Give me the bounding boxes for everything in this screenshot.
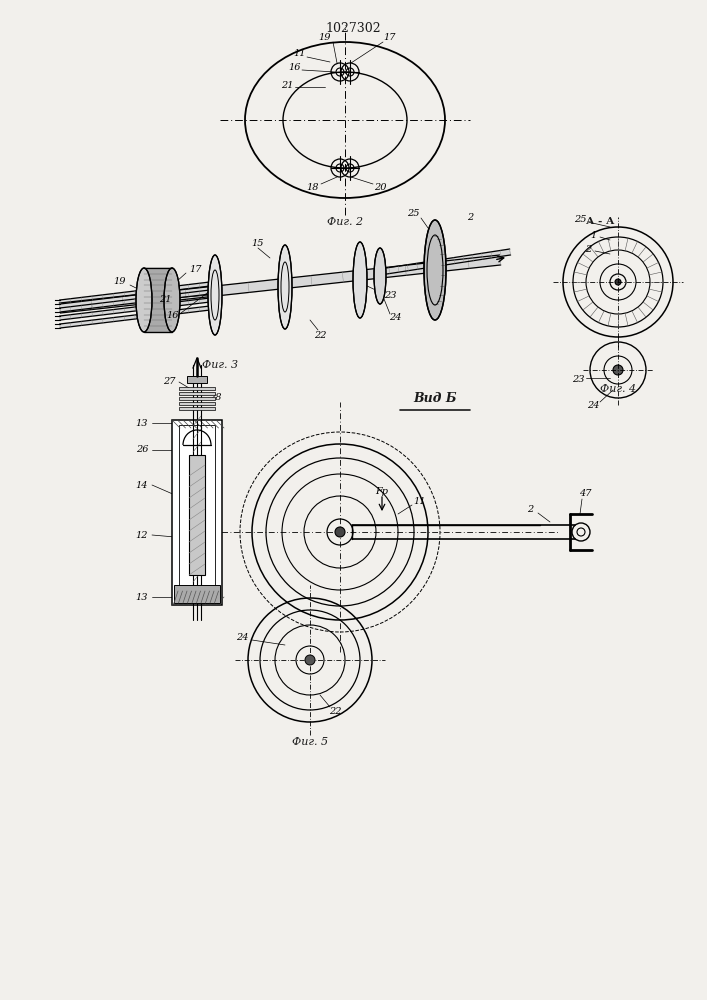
Text: 25: 25: [574, 215, 586, 224]
Text: 1: 1: [279, 260, 285, 269]
Polygon shape: [60, 306, 210, 328]
Text: 16: 16: [288, 62, 301, 72]
Text: А - А: А - А: [586, 217, 614, 226]
Text: Фиг. 4: Фиг. 4: [600, 384, 636, 394]
Bar: [179, 386, 215, 390]
Bar: [179, 425, 215, 600]
Text: 14: 14: [136, 481, 148, 489]
Text: 22: 22: [314, 330, 326, 340]
Text: 25: 25: [407, 209, 419, 218]
Text: Фиг. 2: Фиг. 2: [327, 217, 363, 227]
Ellipse shape: [353, 242, 367, 318]
Polygon shape: [60, 298, 210, 320]
Ellipse shape: [424, 220, 446, 320]
Text: Фиг. 5: Фиг. 5: [292, 737, 328, 747]
Bar: [179, 406, 215, 410]
Bar: [172, 420, 222, 605]
Bar: [189, 455, 205, 575]
Text: 19: 19: [114, 277, 127, 286]
Text: 2: 2: [467, 214, 473, 223]
Text: 11: 11: [414, 497, 426, 506]
Text: 47: 47: [579, 489, 591, 498]
Polygon shape: [144, 268, 172, 332]
Text: Фиг. 3: Фиг. 3: [202, 360, 238, 370]
Text: 24: 24: [389, 314, 402, 322]
Text: Fp: Fp: [375, 488, 389, 496]
Bar: [179, 396, 215, 400]
Text: 18: 18: [307, 184, 320, 192]
Text: 24: 24: [587, 400, 600, 410]
Text: 27: 27: [163, 377, 175, 386]
Ellipse shape: [278, 245, 292, 329]
Ellipse shape: [208, 255, 222, 335]
Text: 2: 2: [527, 506, 533, 514]
Text: 16: 16: [167, 310, 180, 320]
Bar: [179, 391, 215, 395]
Text: 21: 21: [159, 296, 171, 304]
Ellipse shape: [164, 268, 180, 332]
Text: 17: 17: [384, 33, 396, 42]
Bar: [174, 585, 220, 603]
Text: 2: 2: [585, 244, 591, 253]
Text: Вид Б: Вид Б: [414, 392, 457, 405]
Text: 1027302: 1027302: [325, 21, 381, 34]
Text: 22: 22: [329, 708, 341, 716]
Bar: [187, 376, 207, 383]
Text: 23: 23: [572, 375, 584, 384]
Text: 17: 17: [189, 265, 202, 274]
Text: 1: 1: [590, 231, 596, 239]
Text: 11: 11: [293, 49, 306, 58]
Circle shape: [613, 365, 623, 375]
Text: 13: 13: [136, 592, 148, 601]
Polygon shape: [60, 290, 210, 312]
Polygon shape: [60, 282, 210, 304]
Ellipse shape: [136, 268, 152, 332]
Circle shape: [615, 279, 621, 285]
Polygon shape: [59, 255, 501, 313]
Circle shape: [305, 655, 315, 665]
Text: 19: 19: [319, 33, 332, 42]
Ellipse shape: [374, 248, 386, 304]
Text: 21: 21: [281, 81, 293, 90]
Polygon shape: [380, 249, 510, 275]
Text: 20: 20: [374, 184, 386, 192]
Circle shape: [335, 527, 345, 537]
Text: 24: 24: [235, 634, 248, 643]
Text: 28: 28: [209, 393, 221, 402]
Text: 23: 23: [384, 290, 396, 300]
Text: 12: 12: [136, 530, 148, 540]
Text: 15: 15: [252, 239, 264, 248]
Bar: [179, 401, 215, 405]
Text: 13: 13: [136, 418, 148, 428]
Text: 26: 26: [136, 446, 148, 454]
